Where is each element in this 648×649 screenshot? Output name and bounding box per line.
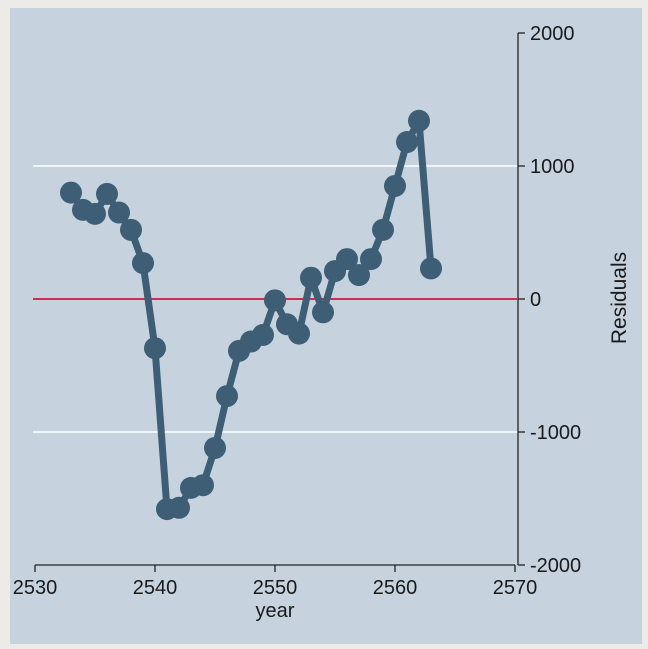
data-point-2561: [396, 131, 418, 154]
data-point-2539: [132, 252, 154, 275]
data-point-2538: [120, 218, 142, 241]
x-tick-label-2570: 2570: [493, 577, 538, 599]
y-tick-label--2000: -2000: [530, 555, 581, 577]
data-point-2536: [96, 182, 118, 205]
data-point-2557: [348, 264, 370, 287]
y-axis-label: Residuals: [608, 252, 631, 344]
x-tick-label-2530: 2530: [13, 577, 58, 599]
x-tick-label-2540: 2540: [133, 577, 178, 599]
series-layer: [60, 109, 442, 521]
data-point-2559: [372, 218, 394, 241]
data-point-2544: [192, 474, 214, 497]
x-axis-label: year: [256, 600, 295, 622]
data-point-2553: [300, 266, 322, 289]
y-tick-label-1000: 1000: [530, 156, 575, 178]
data-point-2549: [252, 323, 274, 346]
axis-layer: -2000 -1000 0 1000 2000 2530 2540 2550 2560 2570: [13, 23, 581, 599]
data-point-2533: [60, 181, 82, 204]
data-point-2537: [108, 201, 130, 224]
data-point-2546: [216, 385, 238, 408]
data-point-2554: [312, 301, 334, 324]
x-tick-label-2550: 2550: [253, 577, 298, 599]
x-tick-label-2560: 2560: [373, 577, 418, 599]
data-point-2563: [420, 257, 442, 280]
data-point-2562: [408, 109, 430, 132]
data-point-2535: [84, 202, 106, 225]
plot-background: [10, 8, 642, 644]
data-point-2542: [168, 496, 190, 519]
y-tick-label-0: 0: [530, 289, 541, 311]
data-point-2545: [204, 436, 226, 459]
y-tick-label--1000: -1000: [530, 422, 581, 444]
data-point-2558: [360, 248, 382, 271]
data-point-2560: [384, 174, 406, 197]
chart-frame: -2000 -1000 0 1000 2000 2530 2540 2550 2560 2570 …: [10, 8, 642, 644]
data-point-2550: [264, 289, 286, 312]
data-point-2556: [336, 248, 358, 271]
data-point-2540: [144, 337, 166, 360]
data-point-2552: [288, 322, 310, 345]
y-tick-label-2000: 2000: [530, 23, 575, 45]
